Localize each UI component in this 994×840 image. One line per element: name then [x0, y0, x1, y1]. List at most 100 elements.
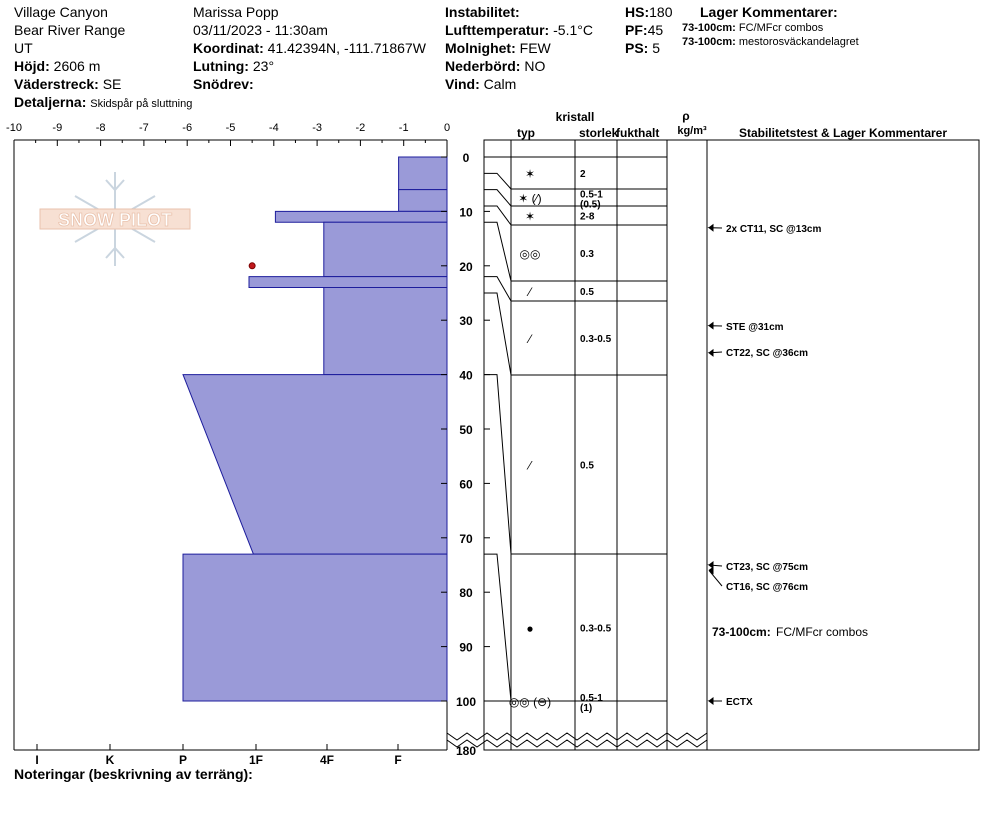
hardness-layer-5 [323, 287, 448, 376]
crystal-type-symbol: ✶ [525, 210, 535, 224]
depth-label-50: 50 [459, 423, 473, 437]
elevation-label: Höjd: [14, 58, 50, 74]
details-value: Skidspår på sluttning [90, 98, 193, 110]
details-label: Detaljerna: [14, 94, 87, 110]
hardness-layer-2 [274, 210, 448, 223]
crystal-type-symbol: ⁄ [526, 332, 533, 346]
crystal-size: 0.3-0.5 [580, 334, 612, 345]
stability-test-arrow-3 [707, 561, 723, 569]
hs-label: HS: [625, 4, 650, 20]
bottom-tick-label-4F: 4F [320, 753, 334, 767]
airtemp-row: Lufttemperatur: -5.1°C [445, 21, 593, 39]
top-tick-label--7: -7 [139, 122, 149, 134]
crystal-table: ✶ 2✶ (⁄) 0.5-1(0.5)✶ 2-8◎◎ 0.3⁄ 0.5⁄ 0.3-0.5⁄ 0… [484, 156, 667, 714]
hardness-layer-3 [323, 221, 448, 278]
slope-label: Lutning: [193, 58, 249, 74]
top-tick-label--8: -8 [96, 122, 106, 134]
crystal-size: 0.5 [580, 461, 594, 472]
hardness-layer-7 [182, 553, 448, 702]
stability-test-label-5: ECTX [726, 697, 753, 708]
crystal-size: 2 [580, 169, 586, 180]
column-stability: Stabilitetstest & Lager Kommentarer [739, 126, 947, 140]
hs-row: HS:180 [625, 3, 672, 21]
elevation-value: 2606 m [53, 58, 101, 74]
layer-comment-2: 73-100cm: mestorosväckandelagret [682, 36, 859, 49]
depth-label-90: 90 [459, 641, 473, 655]
layer-connector [484, 189, 512, 207]
hardness-layer-4 [248, 276, 448, 289]
crystal-type-symbol: ◎◎ (⊖) [509, 695, 551, 709]
layer-connector [484, 374, 512, 555]
state: UT [14, 40, 33, 56]
depth-label-0: 0 [463, 151, 470, 165]
datetime: 03/11/2023 - 11:30am [193, 22, 328, 38]
logo-text: SNOW PILOT [58, 210, 172, 230]
layer-comment-2-text: mestorosväckandelagret [738, 36, 859, 48]
stability-test-arrow-0 [707, 223, 723, 232]
stability-test-arrow-1 [707, 321, 723, 330]
temperature-points [248, 262, 256, 270]
ps-row: PS: 5 [625, 39, 660, 57]
pf-label: PF: [625, 22, 648, 38]
layer-comment-1: 73-100cm: FC/MFcr combos [682, 22, 823, 35]
depth-label-30: 30 [459, 314, 473, 328]
column-crystal: kristall [556, 110, 595, 124]
layer-connector [484, 172, 512, 190]
hardness-layer-1 [398, 189, 448, 212]
top-tick-label--10: -10 [6, 122, 22, 134]
bottom-tick-label-P: P [179, 753, 187, 767]
crystal-size: 0.5 [580, 287, 594, 298]
stability-test-arrow-4 [708, 566, 723, 587]
crystal-size: 0.3-0.5 [580, 624, 612, 635]
depth-label-60: 60 [459, 477, 473, 491]
crystal-type-symbol: ✶ [525, 167, 535, 181]
crystal-size-secondary: (1) [580, 703, 592, 714]
stability-tests: 2x CT11, SC @13cm STE @31cm CT22, SC @36cm… [707, 223, 868, 708]
coordinate-label: Koordinat: [193, 40, 264, 56]
top-tick-label--9: -9 [52, 122, 62, 134]
hs-value: 180 [649, 4, 673, 20]
cloud-value: FEW [519, 40, 551, 56]
temperature-point-0 [248, 262, 256, 270]
instability-row: Instabilitet: [445, 3, 520, 21]
location: Village Canyon [14, 4, 108, 20]
aspect-label: Väderstreck: [14, 76, 99, 92]
table-frame [483, 139, 980, 751]
elevation-row: Höjd: 2606 m [14, 57, 100, 75]
mountain-range: Bear River Range [14, 22, 126, 38]
depth-label-10: 10 [459, 205, 473, 219]
precip-value: NO [524, 58, 546, 74]
crystal-size: 0.5-1 [580, 190, 603, 201]
crystal-type-symbol: ◎◎ [520, 247, 541, 261]
crystal-type-symbol: ⁄ [526, 285, 533, 299]
depth-label-100: 100 [456, 695, 476, 709]
crystal-size: 2-8 [580, 212, 595, 223]
column-rho: ρ [682, 109, 689, 123]
depth-label-40: 40 [459, 369, 473, 383]
drift-label: Snödrev: [193, 76, 254, 92]
bottom-tick-label-K: K [106, 753, 115, 767]
stability-test-label-3: CT23, SC @75cm [726, 562, 808, 573]
column-moisture: fukthalt [616, 126, 659, 140]
cloud-label: Molnighet: [445, 40, 516, 56]
pf-value: 45 [647, 22, 664, 38]
top-tick-label--4: -4 [269, 122, 279, 134]
layer-comment-1-range: 73-100cm: [682, 22, 736, 34]
crystal-size-secondary: (0.5) [580, 200, 601, 211]
axis-break-zigzag [446, 732, 708, 741]
precip-row: Nederbörd: NO [445, 57, 545, 75]
depth-label-180: 180 [456, 744, 476, 758]
top-tick-label--2: -2 [356, 122, 366, 134]
wind-label: Vind: [445, 76, 480, 92]
column-size: storlek [579, 126, 619, 140]
precip-label: Nederbörd: [445, 58, 521, 74]
stability-test-arrow-5 [707, 697, 722, 705]
layer-connector [484, 553, 512, 702]
airtemp-value: -5.1°C [553, 22, 593, 38]
hardness-layer-6 [182, 374, 448, 555]
coordinate-value: 41.42394N, -111.71867W [267, 40, 426, 56]
layer-connector [484, 292, 512, 376]
aspect-row: Väderstreck: SE [14, 75, 121, 93]
stability-test-label-1: STE @31cm [726, 322, 784, 333]
